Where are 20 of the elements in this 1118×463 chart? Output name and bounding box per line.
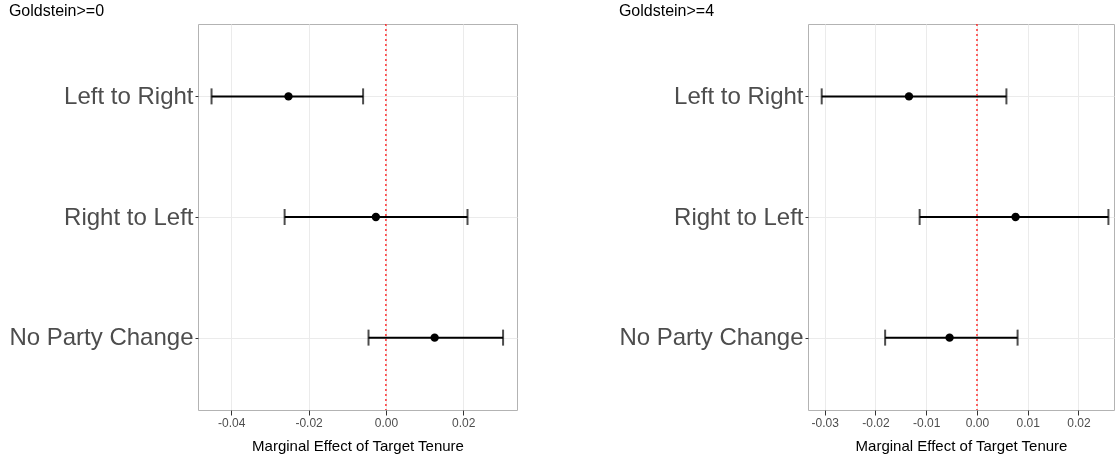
text: Goldstein>=4 [618,2,715,20]
y-tick-label: Left to Right [674,81,804,109]
x-tick-label: -0.02 [862,415,890,430]
x-axis-title: Marginal Effect of Target Tenure [252,436,464,454]
y-tick-label: Left to Right [64,81,194,109]
text: Goldstein>=0 [8,2,105,20]
x-tick-label: -0.02 [295,415,324,430]
x-tick-label: -0.01 [913,415,941,430]
y-tick-label: Right to Left [64,202,194,230]
x-tick-label: -0.04 [218,415,246,430]
x-tick-label: 0.01 [1016,415,1041,430]
y-tick-label: No Party Change [619,323,804,351]
y-tick-label: Right to Left [674,202,804,230]
x-tick-label: 0.00 [965,415,990,430]
x-tick-label: 0.02 [452,415,476,430]
x-tick-label: 0.02 [1067,415,1091,430]
y-tick-label: No Party Change [9,323,194,351]
x-axis-title: Marginal Effect of Target Tenure [855,436,1068,454]
x-tick-label: -0.03 [811,415,840,430]
x-tick-label: 0.00 [374,415,399,430]
